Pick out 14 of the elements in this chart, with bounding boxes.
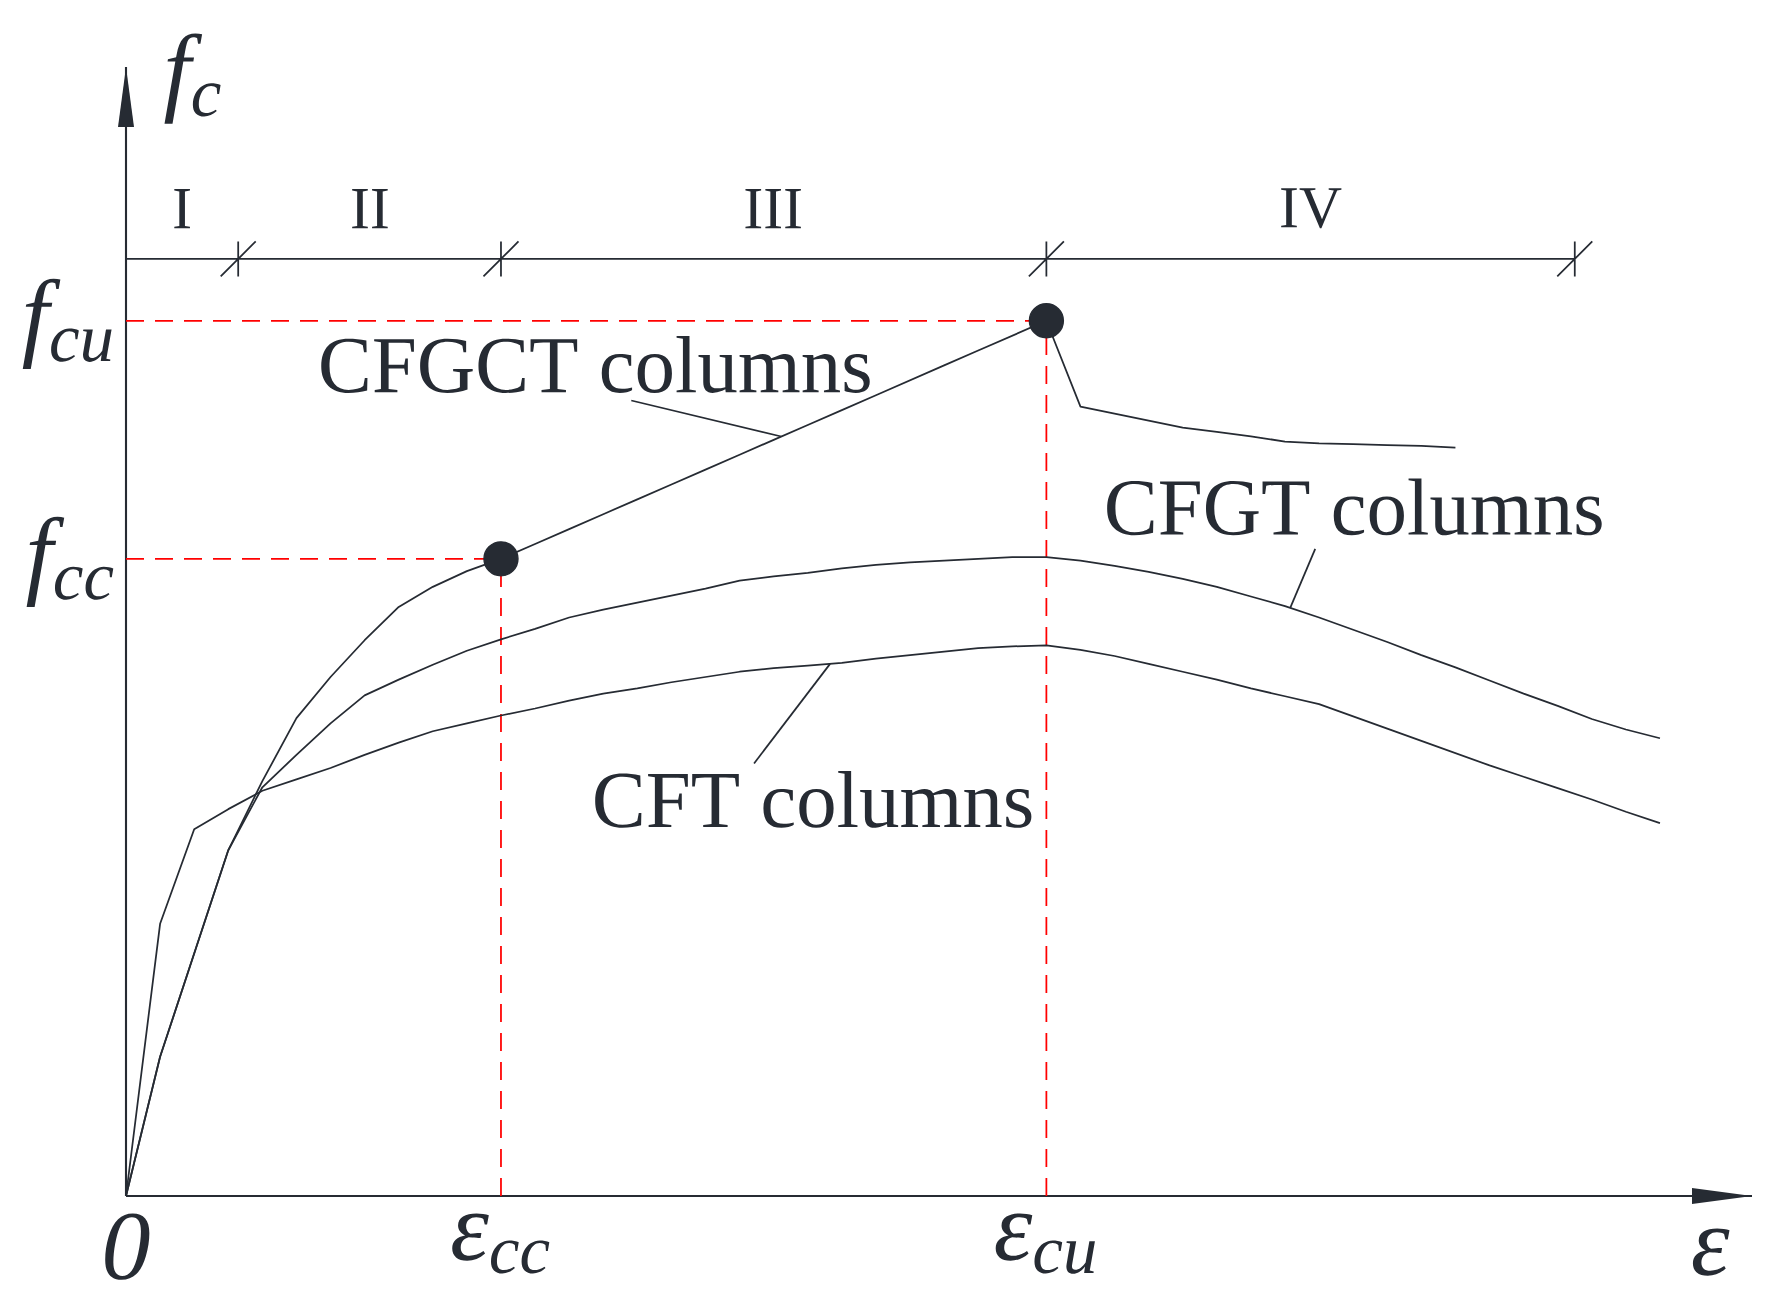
- x-tick-label: ε$_{cc}$: [452, 1213, 550, 1274]
- series-label: CFGT columns: [1107, 478, 1602, 536]
- ref-line-label: f$_{cc}$: [26, 516, 114, 607]
- legend-label: CFGCT columns: [321, 336, 870, 393]
- y-axis-title: f$_{c}$: [164, 33, 221, 124]
- x-axis-title: ε: [1692, 1228, 1730, 1276]
- text: I: [174, 189, 190, 229]
- text: II: [352, 189, 388, 229]
- x-tick-label: 0: [105, 1213, 150, 1280]
- text: III: [745, 189, 801, 229]
- ref-line-label: f$_{cu}$: [22, 278, 112, 369]
- x-tick-label: ε$_{cu}$: [995, 1213, 1095, 1274]
- text: IV: [1281, 188, 1342, 229]
- series-label: CFT columns: [595, 770, 1032, 828]
